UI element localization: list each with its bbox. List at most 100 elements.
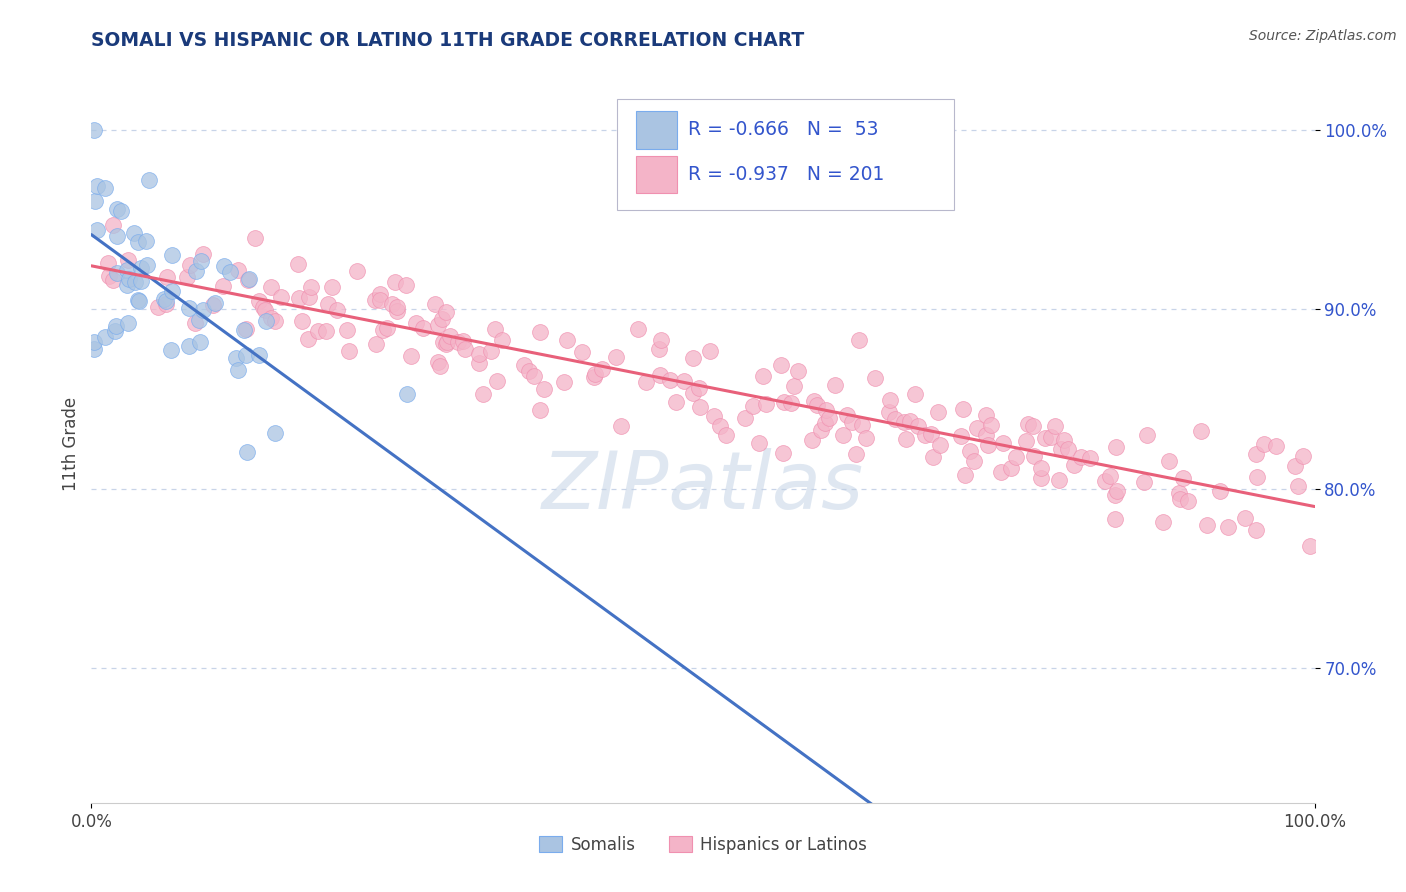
Point	[1070, 450, 1092, 464]
Y-axis label: 11th Grade: 11th Grade	[62, 397, 80, 491]
Point	[929, 438, 952, 452]
Point	[752, 368, 775, 383]
Point	[1104, 488, 1126, 502]
Point	[1135, 427, 1157, 442]
Point	[748, 435, 770, 450]
Point	[427, 318, 450, 332]
Point	[212, 279, 235, 293]
Point	[485, 374, 508, 388]
Point	[412, 321, 434, 335]
Point	[188, 334, 211, 349]
Point	[238, 272, 260, 286]
Point	[841, 415, 863, 429]
Point	[974, 427, 997, 442]
Point	[1017, 417, 1039, 432]
Point	[436, 334, 458, 349]
Point	[959, 443, 981, 458]
Point	[1209, 483, 1232, 498]
Point	[955, 467, 977, 482]
Point	[83, 334, 105, 349]
Point	[97, 256, 120, 270]
Point	[734, 410, 756, 425]
Point	[513, 358, 536, 372]
Point	[94, 181, 117, 195]
Point	[155, 297, 177, 311]
Point	[103, 218, 125, 232]
Point	[179, 258, 201, 272]
Point	[879, 393, 901, 408]
Point	[297, 332, 319, 346]
Point	[814, 416, 837, 430]
Point	[800, 433, 823, 447]
Point	[818, 411, 841, 425]
Point	[803, 393, 825, 408]
Point	[755, 397, 778, 411]
Point	[94, 330, 117, 344]
Point	[855, 431, 877, 445]
Point	[769, 358, 792, 372]
Point	[287, 257, 309, 271]
Point	[773, 395, 796, 409]
Point	[831, 427, 853, 442]
Point	[337, 344, 360, 359]
Point	[101, 273, 124, 287]
Legend: Somalis, Hispanics or Latinos: Somalis, Hispanics or Latinos	[534, 831, 872, 859]
Point	[699, 344, 721, 359]
Point	[191, 246, 214, 260]
Point	[115, 277, 138, 292]
Point	[848, 333, 870, 347]
Point	[396, 386, 419, 401]
Point	[236, 445, 259, 459]
Point	[1094, 475, 1116, 489]
Point	[124, 276, 146, 290]
Point	[1056, 442, 1078, 457]
Point	[517, 364, 540, 378]
Point	[336, 323, 359, 337]
Point	[184, 316, 207, 330]
Point	[202, 298, 225, 312]
Point	[529, 403, 551, 417]
FancyBboxPatch shape	[636, 112, 678, 149]
Point	[1015, 434, 1038, 449]
Point	[346, 264, 368, 278]
Point	[291, 313, 314, 327]
Point	[247, 293, 270, 308]
Point	[682, 386, 704, 401]
Point	[963, 454, 986, 468]
Point	[893, 415, 915, 429]
Point	[1157, 454, 1180, 468]
Point	[585, 367, 607, 381]
Point	[432, 312, 454, 326]
Point	[370, 293, 392, 307]
Point	[83, 194, 105, 209]
Point	[810, 423, 832, 437]
Point	[325, 303, 347, 318]
Point	[127, 235, 149, 249]
Point	[583, 369, 606, 384]
Point	[1105, 440, 1128, 454]
Point	[226, 263, 249, 277]
Point	[104, 324, 127, 338]
Point	[1195, 518, 1218, 533]
Point	[399, 349, 422, 363]
Text: R = -0.937   N = 201: R = -0.937 N = 201	[689, 165, 884, 184]
Point	[395, 277, 418, 292]
Point	[980, 417, 1002, 432]
Point	[247, 348, 270, 362]
Point	[1053, 434, 1076, 448]
Point	[105, 202, 128, 217]
Point	[1216, 519, 1239, 533]
Point	[555, 334, 578, 348]
Point	[1105, 483, 1128, 498]
Point	[627, 322, 650, 336]
Point	[523, 368, 546, 383]
Point	[254, 313, 277, 327]
Point	[86, 179, 108, 194]
Point	[427, 354, 450, 368]
Point	[385, 304, 408, 318]
Point	[976, 437, 998, 451]
Point	[682, 351, 704, 365]
Point	[439, 329, 461, 343]
Point	[110, 204, 132, 219]
Point	[160, 248, 183, 262]
